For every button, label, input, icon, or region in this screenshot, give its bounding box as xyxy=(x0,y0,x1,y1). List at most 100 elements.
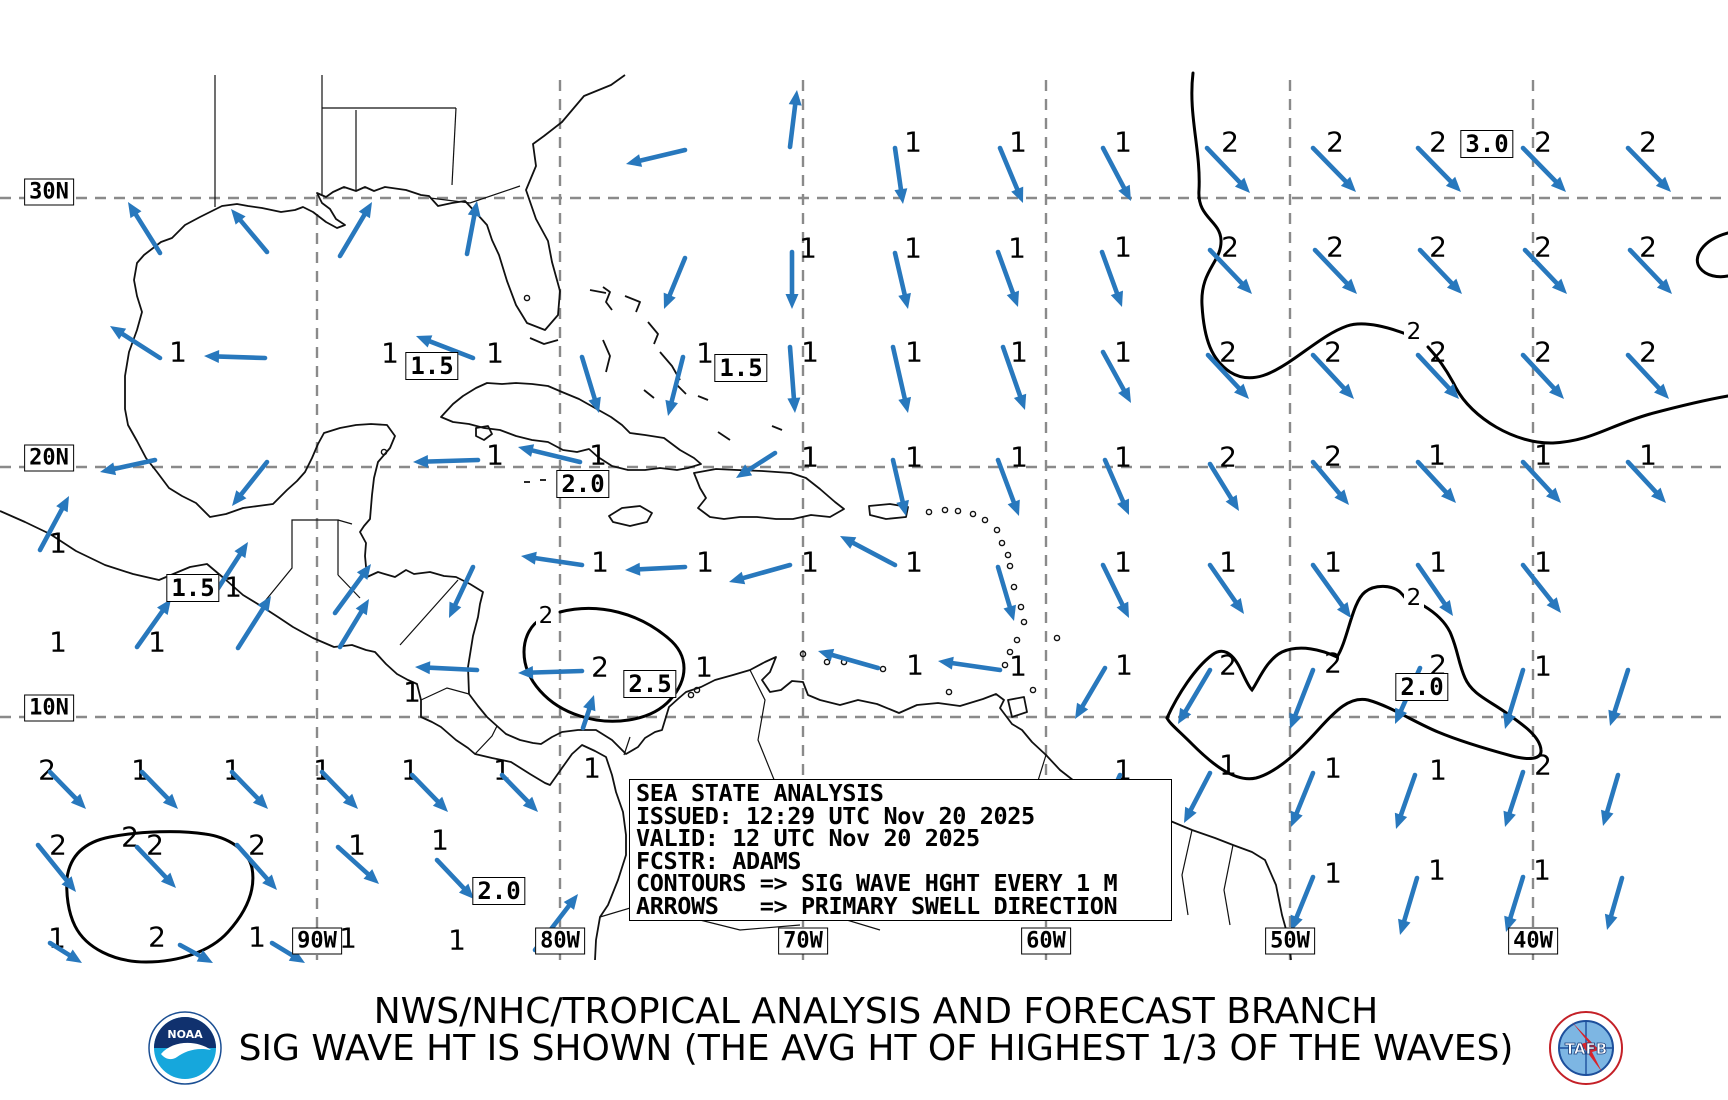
latitude-label: 20N xyxy=(24,444,74,472)
wave-height-number: 1 xyxy=(583,752,601,785)
info-valid: VALID: 12 UTC Nov 20 2025 xyxy=(636,824,980,853)
wave-height-number: 1 xyxy=(1429,546,1447,579)
swell-arrow-head xyxy=(1608,709,1621,726)
swell-direction-arrow xyxy=(134,844,176,888)
longitude-label: 90W xyxy=(292,927,342,955)
swell-arrow-shaft xyxy=(890,457,906,507)
small-island-dot xyxy=(1010,583,1018,591)
swell-arrow-shaft xyxy=(332,571,367,616)
swell-arrow-head xyxy=(204,349,220,363)
longitude-label: 70W xyxy=(778,927,828,955)
wave-height-number: 1 xyxy=(1428,854,1446,887)
wave-height-number: 1 xyxy=(1115,649,1133,682)
wave-height-number: 2 xyxy=(38,754,56,787)
coastline-layer xyxy=(0,74,1292,961)
island-path xyxy=(589,289,607,294)
swell-arrow-shaft xyxy=(409,772,442,806)
swell-arrow-head xyxy=(1394,812,1408,829)
swell-arrow-shaft xyxy=(177,942,205,960)
swell-direction-arrow xyxy=(729,562,793,585)
swell-arrow-shaft xyxy=(1507,874,1526,923)
swell-direction-arrow xyxy=(787,344,801,413)
swell-direction-arrow xyxy=(1522,247,1567,294)
swell-direction-arrow xyxy=(1503,769,1526,827)
wave-contour-layer: 2 2 2 xyxy=(65,71,1728,964)
swell-direction-arrow xyxy=(1415,562,1453,616)
swell-direction-arrow xyxy=(580,695,596,731)
wave-height-number: 1 xyxy=(1114,126,1132,159)
swell-arrow-head xyxy=(1446,278,1462,294)
swell-arrow-head xyxy=(1184,806,1197,823)
wave-height-number: 1 xyxy=(801,336,819,369)
island-path xyxy=(643,389,655,399)
swell-arrow-shaft xyxy=(1310,145,1350,186)
analysis-info-box: SEA STATE ANALYSIS ISSUED: 12:29 UTC Nov… xyxy=(629,779,1172,921)
wave-height-number: 1 xyxy=(1324,546,1342,579)
wave-height-number: 1 xyxy=(348,829,366,862)
noaa-logo-icon: NOAA xyxy=(148,1011,222,1085)
wave-height-number: 1 xyxy=(1114,231,1132,264)
swell-direction-arrow xyxy=(1520,352,1564,399)
border-path xyxy=(1223,844,1234,926)
swell-direction-arrow xyxy=(1415,145,1461,192)
swell-arrow-head xyxy=(1550,176,1566,192)
swell-direction-arrow xyxy=(892,250,911,309)
swell-direction-arrow xyxy=(625,562,688,576)
swell-arrow-shaft xyxy=(1100,562,1127,610)
small-island-dot xyxy=(993,526,1001,534)
footer-wave-note: SIG WAVE HT IS SHOWN (THE AVG HT OF HIGH… xyxy=(238,1028,1514,1069)
swell-arrow-shaft xyxy=(848,539,898,568)
swell-arrow-shaft xyxy=(499,772,532,806)
swell-arrow-shaft xyxy=(1625,145,1665,186)
wave-height-max-label: 2.0 xyxy=(472,877,526,905)
longitude-label: 40W xyxy=(1508,927,1558,955)
swell-arrow-head xyxy=(563,894,578,910)
swell-arrow-shaft xyxy=(530,555,585,568)
wave-height-number: 1 xyxy=(1219,749,1237,782)
wave-height-number: 2 xyxy=(49,829,67,862)
swell-arrow-shaft xyxy=(1506,667,1526,720)
chart-footer: NWS/NHC/TROPICAL ANALYSIS AND FORECAST B… xyxy=(24,993,1728,1067)
sig-wave-height-contour xyxy=(1190,71,1408,380)
wave-height-number: 1 xyxy=(1324,752,1342,785)
swell-arrow-head xyxy=(626,154,643,167)
swell-direction-arrow xyxy=(626,147,688,167)
swell-arrow-head xyxy=(1503,810,1516,827)
contour-inline-label: 2 xyxy=(1407,585,1422,611)
latitude-label: 10N xyxy=(24,694,74,722)
sig-wave-height-contour xyxy=(1695,231,1728,279)
swell-arrow-head xyxy=(522,796,538,812)
wave-height-number: 2 xyxy=(1534,749,1552,782)
swell-arrow-head xyxy=(1118,184,1131,201)
swell-arrow-shaft xyxy=(1293,874,1316,923)
wave-height-number: 1 xyxy=(1008,232,1026,265)
swell-arrow-head xyxy=(1604,913,1618,930)
small-island-dot xyxy=(1029,686,1037,694)
swell-arrow-head xyxy=(1225,494,1239,511)
longitude-label: 80W xyxy=(535,927,585,955)
swell-direction-arrow xyxy=(1204,145,1250,193)
swell-arrow-shaft xyxy=(1608,875,1625,921)
swell-direction-arrow xyxy=(997,145,1024,203)
wave-height-number: 2 xyxy=(1639,336,1657,369)
swell-arrow-head xyxy=(1398,918,1411,935)
wave-height-number: 1 xyxy=(248,921,266,954)
swell-arrow-shaft xyxy=(134,606,167,650)
swell-arrow-shaft xyxy=(337,210,369,259)
swell-arrow-shaft xyxy=(464,210,478,257)
swell-arrow-head xyxy=(1236,278,1252,294)
swell-arrow-head xyxy=(898,396,912,413)
swell-direction-arrow xyxy=(1290,770,1316,827)
swell-arrow-head xyxy=(1654,383,1669,399)
swell-arrow-head xyxy=(625,562,641,576)
swell-direction-arrow xyxy=(35,842,76,892)
swell-arrow-shaft xyxy=(1625,459,1661,497)
swell-arrow-shaft xyxy=(1078,665,1108,711)
swell-arrow-head xyxy=(356,564,371,580)
swell-arrow-head xyxy=(1234,177,1250,193)
swell-arrow-head xyxy=(70,793,86,809)
swell-arrow-head xyxy=(896,499,909,516)
swell-arrow-head xyxy=(1334,489,1349,505)
swell-direction-arrow xyxy=(1184,770,1213,823)
swell-arrow-head xyxy=(840,536,857,549)
